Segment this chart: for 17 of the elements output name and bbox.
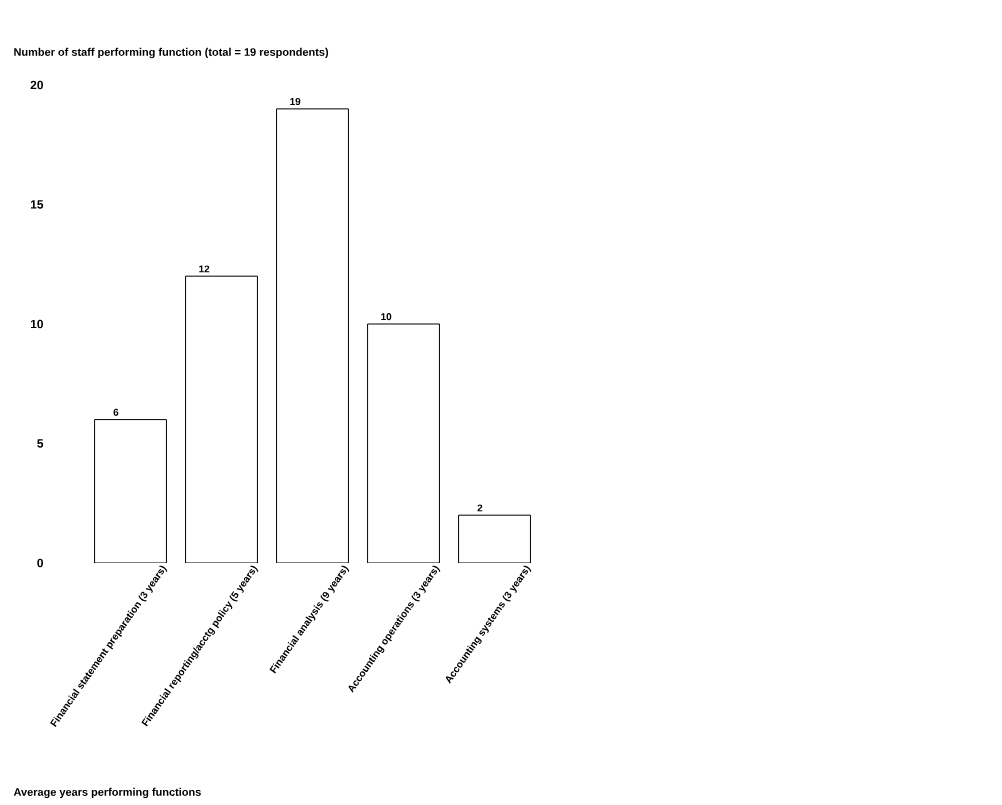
text: Average years performing functions: [13, 787, 201, 799]
bar: [94, 419, 167, 563]
data-label: 10: [381, 313, 392, 321]
data-label: 6: [113, 408, 119, 416]
bar: [276, 108, 349, 563]
y-tick-label: 20: [30, 80, 43, 90]
bar: [185, 275, 258, 563]
data-label: 12: [199, 265, 210, 273]
chart-title: Number of staff performing function (total = 19 respondents): [14, 47, 329, 59]
data-label: 19: [290, 98, 301, 106]
bar: [367, 323, 440, 563]
y-tick-label: 15: [30, 200, 44, 209]
y-tick-label: 10: [30, 319, 43, 329]
y-tick-label: 0: [37, 558, 43, 568]
bar: [458, 514, 531, 563]
data-label: 2: [477, 504, 483, 512]
y-tick-label: 5: [37, 439, 44, 448]
